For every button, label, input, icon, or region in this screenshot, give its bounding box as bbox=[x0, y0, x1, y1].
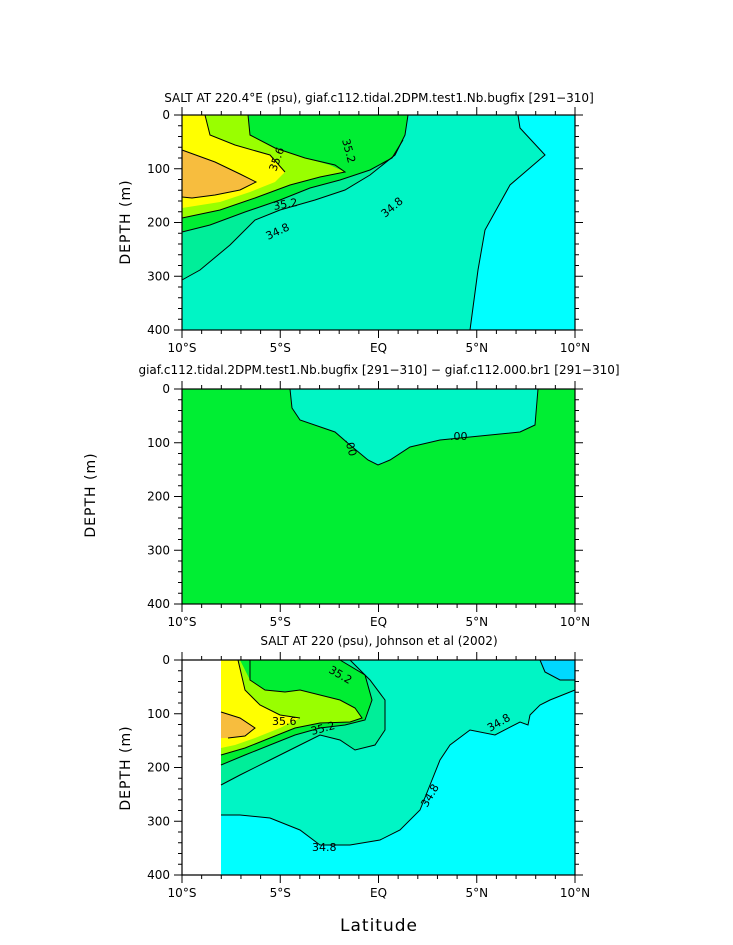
contour-line bbox=[469, 114, 546, 331]
contour-line bbox=[237, 659, 301, 719]
y-tick-label: 400 bbox=[147, 597, 170, 611]
panel-3-title: SALT AT 220 (psu), Johnson et al (2002) bbox=[260, 634, 497, 648]
y-tick-label: 400 bbox=[147, 868, 170, 882]
panel-1-axes: 10°S 5°S EQ 5°N 10°N 0 100 200 300 400 bbox=[147, 107, 590, 355]
x-tick-label: 10°S bbox=[168, 615, 197, 629]
panel-1-field bbox=[182, 115, 575, 330]
contour-line bbox=[220, 711, 256, 739]
x-tick-label: 10°N bbox=[560, 615, 590, 629]
x-tick-label: EQ bbox=[370, 615, 387, 629]
panel-2-field bbox=[182, 389, 575, 604]
y-tick-label: 300 bbox=[147, 269, 170, 283]
salinity-region-orange bbox=[221, 712, 255, 738]
contour-line bbox=[204, 114, 286, 173]
x-tick-label: EQ bbox=[370, 341, 387, 355]
y-tick-label: 300 bbox=[147, 543, 170, 557]
salinity-region-light-blue bbox=[540, 660, 575, 680]
contour-line bbox=[220, 660, 363, 756]
panel-2-y-label: DEPTH (m) bbox=[83, 452, 99, 537]
difference-region-aqua bbox=[290, 389, 538, 465]
y-tick-label: 200 bbox=[147, 490, 170, 504]
panel-3-y-label: DEPTH (m) bbox=[118, 725, 134, 810]
y-tick-label: 100 bbox=[147, 436, 170, 450]
panel-1-y-label: DEPTH (m) bbox=[118, 179, 134, 264]
x-tick-label: 5°N bbox=[465, 886, 488, 900]
panel-2-axes: 10°S 5°S EQ 5°N 10°N 0 100 200 300 400 bbox=[147, 381, 590, 629]
y-tick-label: 300 bbox=[147, 814, 170, 828]
salinity-region-green-core bbox=[250, 660, 372, 712]
y-tick-label: 200 bbox=[147, 761, 170, 775]
contour-line bbox=[220, 659, 373, 766]
panel-2: giaf.c112.tidal.2DPM.test1.Nb.bugfix [29… bbox=[83, 363, 620, 629]
salinity-region-green-core bbox=[248, 115, 408, 172]
contour-line bbox=[289, 388, 539, 466]
contour-label: 35.6 bbox=[272, 715, 297, 728]
contour-label: 34.8 bbox=[312, 841, 337, 854]
y-tick-label: 0 bbox=[162, 108, 170, 122]
panel-3: SALT AT 220 (psu), Johnson et al (2002) … bbox=[118, 634, 590, 936]
x-tick-label: 5°N bbox=[465, 615, 488, 629]
panel-1: SALT AT 220.4°E (psu), giaf.c112.tidal.2… bbox=[118, 91, 594, 355]
panel-1-title: SALT AT 220.4°E (psu), giaf.c112.tidal.2… bbox=[164, 91, 594, 105]
y-tick-label: 200 bbox=[147, 216, 170, 230]
contour-line bbox=[221, 689, 576, 846]
x-tick-label: EQ bbox=[370, 886, 387, 900]
y-tick-label: 100 bbox=[147, 707, 170, 721]
x-tick-label: 5°S bbox=[270, 886, 291, 900]
contour-label: .00 bbox=[450, 430, 468, 443]
contour-label: 35.2 bbox=[272, 196, 298, 213]
y-tick-label: 100 bbox=[147, 162, 170, 176]
panel-3-contours bbox=[220, 659, 576, 846]
y-tick-label: 400 bbox=[147, 323, 170, 337]
x-tick-label: 10°N bbox=[560, 341, 590, 355]
contour-line bbox=[181, 114, 347, 219]
contour-label: .00 bbox=[342, 437, 359, 457]
panel-3-field bbox=[221, 660, 575, 875]
contour-label: 35.2 bbox=[339, 137, 358, 164]
panel-3-axes: 10°S 5°S EQ 5°N 10°N 0 100 200 300 400 bbox=[147, 652, 590, 900]
contour-label: 35.2 bbox=[309, 719, 336, 738]
y-tick-label: 0 bbox=[162, 382, 170, 396]
x-tick-label: 10°S bbox=[168, 886, 197, 900]
x-tick-label: 10°N bbox=[560, 886, 590, 900]
panel-2-title: giaf.c112.tidal.2DPM.test1.Nb.bugfix [29… bbox=[138, 363, 619, 377]
x-axis-label: Latitude bbox=[340, 916, 418, 936]
x-tick-label: 5°N bbox=[465, 341, 488, 355]
x-tick-label: 5°S bbox=[270, 615, 291, 629]
x-tick-label: 5°S bbox=[270, 341, 291, 355]
salinity-region-orange bbox=[182, 150, 256, 198]
contour-line bbox=[181, 149, 258, 199]
contour-line bbox=[181, 139, 404, 233]
panel-1-contours bbox=[181, 114, 546, 331]
contour-line bbox=[220, 659, 386, 786]
y-tick-label: 0 bbox=[162, 653, 170, 667]
x-tick-label: 10°S bbox=[168, 341, 197, 355]
contour-line bbox=[539, 659, 575, 681]
